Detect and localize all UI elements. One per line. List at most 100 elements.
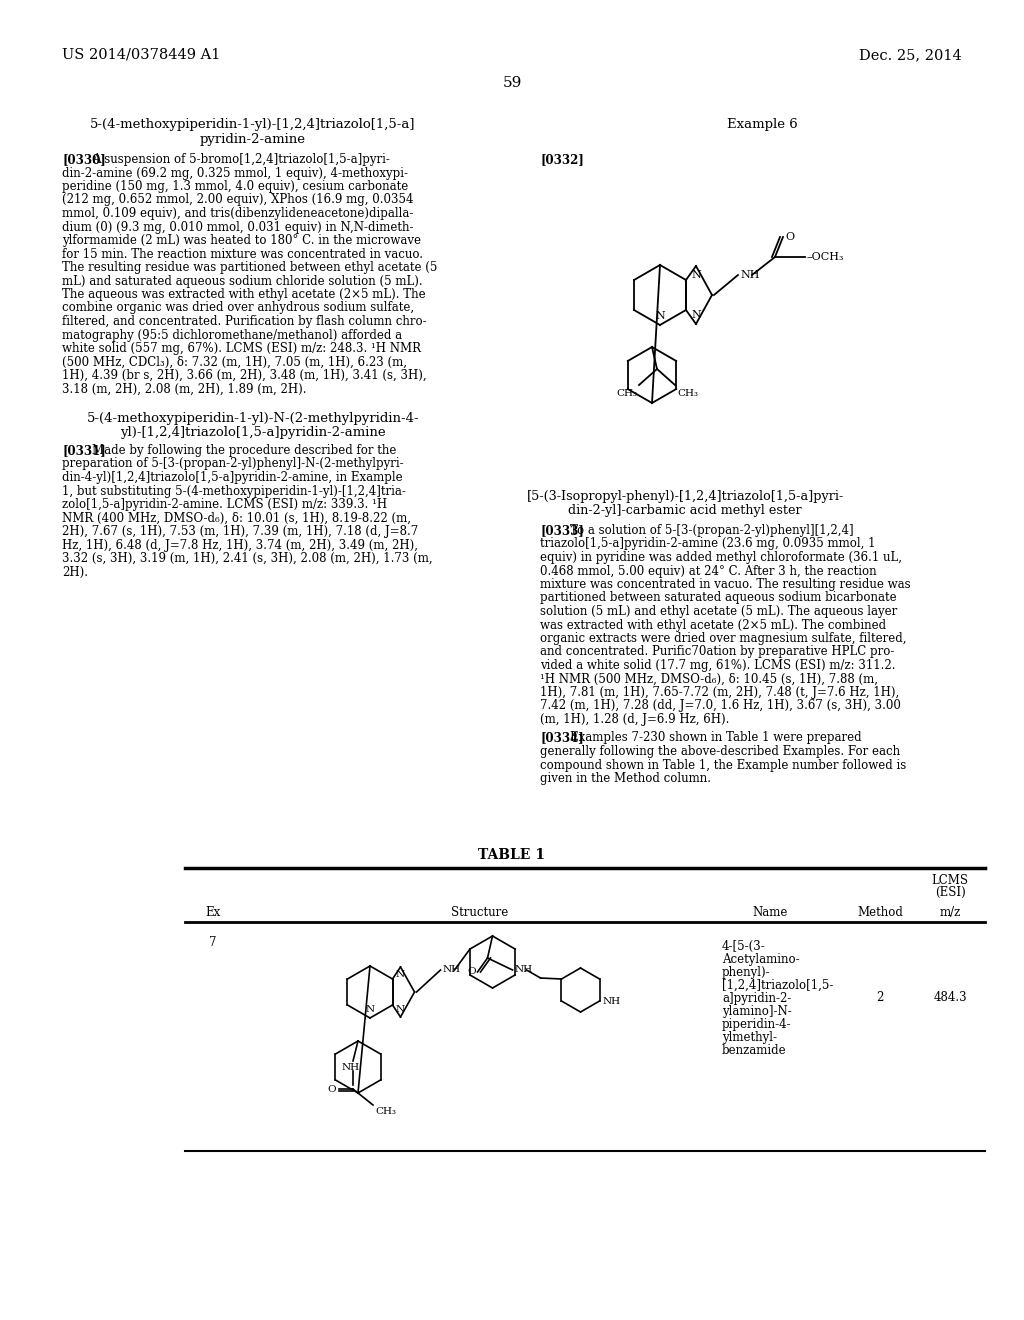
Text: N: N [396, 970, 406, 979]
Text: din-2-amine (69.2 mg, 0.325 mmol, 1 equiv), 4-methoxypi-: din-2-amine (69.2 mg, 0.325 mmol, 1 equi… [62, 166, 408, 180]
Text: organic extracts were dried over magnesium sulfate, filtered,: organic extracts were dried over magnesi… [540, 632, 906, 645]
Text: [0330]: [0330] [62, 153, 105, 166]
Text: generally following the above-described Examples. For each: generally following the above-described … [540, 744, 900, 758]
Text: NH: NH [514, 965, 532, 974]
Text: vided a white solid (17.7 mg, 61%). LCMS (ESI) m/z: 311.2.: vided a white solid (17.7 mg, 61%). LCMS… [540, 659, 896, 672]
Text: Made by following the procedure described for the: Made by following the procedure describe… [92, 444, 396, 457]
Text: yl)-[1,2,4]triazolo[1,5-a]pyridin-2-amine: yl)-[1,2,4]triazolo[1,5-a]pyridin-2-amin… [120, 426, 386, 440]
Text: 1H), 4.39 (br s, 2H), 3.66 (m, 2H), 3.48 (m, 1H), 3.41 (s, 3H),: 1H), 4.39 (br s, 2H), 3.66 (m, 2H), 3.48… [62, 370, 427, 381]
Text: NH: NH [602, 997, 621, 1006]
Text: CH₃: CH₃ [375, 1107, 396, 1115]
Text: NH: NH [740, 271, 760, 280]
Text: (500 MHz, CDCl₃), δ: 7.32 (m, 1H), 7.05 (m, 1H), 6.23 (m,: (500 MHz, CDCl₃), δ: 7.32 (m, 1H), 7.05 … [62, 355, 407, 368]
Text: ylmethyl-: ylmethyl- [722, 1031, 777, 1044]
Text: 7.42 (m, 1H), 7.28 (dd, J=7.0, 1.6 Hz, 1H), 3.67 (s, 3H), 3.00: 7.42 (m, 1H), 7.28 (dd, J=7.0, 1.6 Hz, 1… [540, 700, 901, 713]
Text: Name: Name [753, 906, 787, 919]
Text: [5-(3-Isopropyl-phenyl)-[1,2,4]triazolo[1,5-a]pyri-: [5-(3-Isopropyl-phenyl)-[1,2,4]triazolo[… [526, 490, 844, 503]
Text: 484.3: 484.3 [933, 991, 967, 1005]
Text: (212 mg, 0.652 mmol, 2.00 equiv), XPhos (16.9 mg, 0.0354: (212 mg, 0.652 mmol, 2.00 equiv), XPhos … [62, 194, 414, 206]
Text: preparation of 5-[3-(propan-2-yl)phenyl]-N-(2-methylpyri-: preparation of 5-[3-(propan-2-yl)phenyl]… [62, 458, 403, 470]
Text: partitioned between saturated aqueous sodium bicarbonate: partitioned between saturated aqueous so… [540, 591, 897, 605]
Text: 7: 7 [209, 936, 217, 949]
Text: [1,2,4]triazolo[1,5-: [1,2,4]triazolo[1,5- [722, 979, 834, 993]
Text: 2: 2 [877, 991, 884, 1005]
Text: The resulting residue was partitioned between ethyl acetate (5: The resulting residue was partitioned be… [62, 261, 437, 275]
Text: [0333]: [0333] [540, 524, 584, 537]
Text: LCMS: LCMS [932, 874, 969, 887]
Text: US 2014/0378449 A1: US 2014/0378449 A1 [62, 48, 220, 62]
Text: N: N [655, 312, 665, 321]
Text: was extracted with ethyl acetate (2×5 mL). The combined: was extracted with ethyl acetate (2×5 mL… [540, 619, 886, 631]
Text: ylamino]-N-: ylamino]-N- [722, 1005, 792, 1018]
Text: din-4-yl)[1,2,4]triazolo[1,5-a]pyridin-2-amine, in Example: din-4-yl)[1,2,4]triazolo[1,5-a]pyridin-2… [62, 471, 402, 484]
Text: [0331]: [0331] [62, 444, 105, 457]
Text: 5-(4-methoxypiperidin-1-yl)-N-(2-methylpyridin-4-: 5-(4-methoxypiperidin-1-yl)-N-(2-methylp… [87, 412, 419, 425]
Text: 5-(4-methoxypiperidin-1-yl)-[1,2,4]triazolo[1,5-a]: 5-(4-methoxypiperidin-1-yl)-[1,2,4]triaz… [90, 117, 416, 131]
Text: solution (5 mL) and ethyl acetate (5 mL). The aqueous layer: solution (5 mL) and ethyl acetate (5 mL)… [540, 605, 897, 618]
Text: 1, but substituting 5-(4-methoxypiperidin-1-yl)-[1,2,4]tria-: 1, but substituting 5-(4-methoxypiperidi… [62, 484, 406, 498]
Text: (ESI): (ESI) [935, 886, 966, 899]
Text: 3.18 (m, 2H), 2.08 (m, 2H), 1.89 (m, 2H).: 3.18 (m, 2H), 2.08 (m, 2H), 1.89 (m, 2H)… [62, 383, 306, 396]
Text: Hz, 1H), 6.48 (d, J=7.8 Hz, 1H), 3.74 (m, 2H), 3.49 (m, 2H),: Hz, 1H), 6.48 (d, J=7.8 Hz, 1H), 3.74 (m… [62, 539, 418, 552]
Text: N: N [691, 271, 700, 280]
Text: equiv) in pyridine was added methyl chloroformate (36.1 uL,: equiv) in pyridine was added methyl chlo… [540, 550, 902, 564]
Text: a]pyridin-2-: a]pyridin-2- [722, 993, 792, 1005]
Text: NMR (400 MHz, DMSO-d₆), δ: 10.01 (s, 1H), 8.19-8.22 (m,: NMR (400 MHz, DMSO-d₆), δ: 10.01 (s, 1H)… [62, 511, 411, 524]
Text: and concentrated. Purific70ation by preparative HPLC pro-: and concentrated. Purific70ation by prep… [540, 645, 894, 659]
Text: Dec. 25, 2014: Dec. 25, 2014 [859, 48, 962, 62]
Text: [0334]: [0334] [540, 731, 584, 744]
Text: triazolo[1,5-a]pyridin-2-amine (23.6 mg, 0.0935 mmol, 1: triazolo[1,5-a]pyridin-2-amine (23.6 mg,… [540, 537, 876, 550]
Text: filtered, and concentrated. Purification by flash column chro-: filtered, and concentrated. Purification… [62, 315, 427, 327]
Text: piperidin-4-: piperidin-4- [722, 1018, 792, 1031]
Text: Structure: Structure [452, 906, 509, 919]
Text: A suspension of 5-bromo[1,2,4]triazolo[1,5-a]pyri-: A suspension of 5-bromo[1,2,4]triazolo[1… [92, 153, 390, 166]
Text: TABLE 1: TABLE 1 [478, 847, 546, 862]
Text: Acetylamino-: Acetylamino- [722, 953, 800, 966]
Text: (m, 1H), 1.28 (d, J=6.9 Hz, 6H).: (m, 1H), 1.28 (d, J=6.9 Hz, 6H). [540, 713, 729, 726]
Text: Example 6: Example 6 [727, 117, 798, 131]
Text: O: O [328, 1085, 336, 1093]
Text: mL) and saturated aqueous sodium chloride solution (5 mL).: mL) and saturated aqueous sodium chlorid… [62, 275, 423, 288]
Text: NH: NH [342, 1063, 360, 1072]
Text: zolo[1,5-a]pyridin-2-amine. LCMS (ESI) m/z: 339.3. ¹H: zolo[1,5-a]pyridin-2-amine. LCMS (ESI) m… [62, 498, 387, 511]
Text: peridine (150 mg, 1.3 mmol, 4.0 equiv), cesium carbonate: peridine (150 mg, 1.3 mmol, 4.0 equiv), … [62, 180, 409, 193]
Text: 1H), 7.81 (m, 1H), 7.65-7.72 (m, 2H), 7.48 (t, J=7.6 Hz, 1H),: 1H), 7.81 (m, 1H), 7.65-7.72 (m, 2H), 7.… [540, 686, 899, 700]
Text: matography (95:5 dichloromethane/methanol) afforded a: matography (95:5 dichloromethane/methano… [62, 329, 402, 342]
Text: O: O [467, 968, 475, 977]
Text: combine organic was dried over anhydrous sodium sulfate,: combine organic was dried over anhydrous… [62, 301, 414, 314]
Text: ylformamide (2 mL) was heated to 180° C. in the microwave: ylformamide (2 mL) was heated to 180° C.… [62, 234, 421, 247]
Text: N: N [366, 1005, 375, 1014]
Text: N: N [396, 1005, 406, 1014]
Text: Method: Method [857, 906, 903, 919]
Text: 59: 59 [503, 77, 521, 90]
Text: compound shown in Table 1, the Example number followed is: compound shown in Table 1, the Example n… [540, 759, 906, 771]
Text: white solid (557 mg, 67%). LCMS (ESI) m/z: 248.3. ¹H NMR: white solid (557 mg, 67%). LCMS (ESI) m/… [62, 342, 421, 355]
Text: N: N [691, 310, 700, 319]
Text: benzamide: benzamide [722, 1044, 786, 1057]
Text: 3.32 (s, 3H), 3.19 (m, 1H), 2.41 (s, 3H), 2.08 (m, 2H), 1.73 (m,: 3.32 (s, 3H), 3.19 (m, 1H), 2.41 (s, 3H)… [62, 552, 432, 565]
Text: [0332]: [0332] [540, 153, 584, 166]
Text: 4-[5-(3-: 4-[5-(3- [722, 940, 766, 953]
Text: 0.468 mmol, 5.00 equiv) at 24° C. After 3 h, the reaction: 0.468 mmol, 5.00 equiv) at 24° C. After … [540, 565, 877, 578]
Text: –OCH₃: –OCH₃ [807, 252, 845, 261]
Text: ¹H NMR (500 MHz, DMSO-d₆), δ: 10.45 (s, 1H), 7.88 (m,: ¹H NMR (500 MHz, DMSO-d₆), δ: 10.45 (s, … [540, 672, 878, 685]
Text: pyridin-2-amine: pyridin-2-amine [200, 133, 306, 147]
Text: mixture was concentrated in vacuo. The resulting residue was: mixture was concentrated in vacuo. The r… [540, 578, 910, 591]
Text: Examples 7-230 shown in Table 1 were prepared: Examples 7-230 shown in Table 1 were pre… [570, 731, 861, 744]
Text: din-2-yl]-carbamic acid methyl ester: din-2-yl]-carbamic acid methyl ester [568, 504, 802, 517]
Text: Ex: Ex [206, 906, 220, 919]
Text: 2H), 7.67 (s, 1H), 7.53 (m, 1H), 7.39 (m, 1H), 7.18 (d, J=8.7: 2H), 7.67 (s, 1H), 7.53 (m, 1H), 7.39 (m… [62, 525, 418, 539]
Text: given in the Method column.: given in the Method column. [540, 772, 711, 785]
Text: To a solution of 5-[3-(propan-2-yl)phenyl][1,2,4]: To a solution of 5-[3-(propan-2-yl)pheny… [570, 524, 854, 537]
Text: O: O [785, 232, 794, 242]
Text: 2H).: 2H). [62, 565, 88, 578]
Text: dium (0) (9.3 mg, 0.010 mmol, 0.031 equiv) in N,N-dimeth-: dium (0) (9.3 mg, 0.010 mmol, 0.031 equi… [62, 220, 414, 234]
Text: m/z: m/z [939, 906, 961, 919]
Text: CH₃: CH₃ [677, 389, 698, 399]
Text: phenyl)-: phenyl)- [722, 966, 771, 979]
Text: mmol, 0.109 equiv), and tris(dibenzylideneacetone)dipalla-: mmol, 0.109 equiv), and tris(dibenzylide… [62, 207, 414, 220]
Text: CH₃: CH₃ [616, 389, 637, 399]
Text: NH: NH [442, 965, 461, 974]
Text: for 15 min. The reaction mixture was concentrated in vacuo.: for 15 min. The reaction mixture was con… [62, 248, 423, 260]
Text: The aqueous was extracted with ethyl acetate (2×5 mL). The: The aqueous was extracted with ethyl ace… [62, 288, 426, 301]
